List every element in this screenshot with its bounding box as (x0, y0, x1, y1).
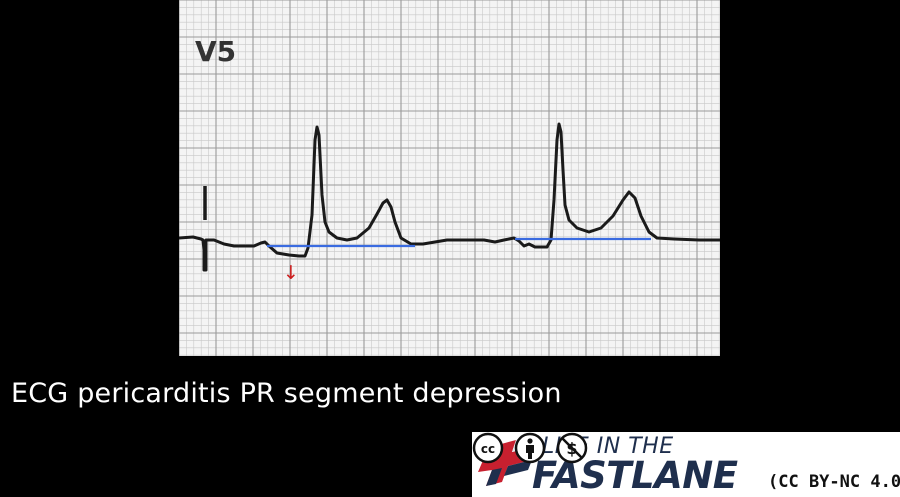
cc-icon: cc (472, 432, 504, 464)
ecg-paper: V5 ↓ (179, 0, 720, 356)
ecg-trace (179, 122, 720, 272)
ecg-strip: V5 ↓ (179, 0, 720, 356)
license-label: (CC BY-NC 4.0) (768, 472, 900, 492)
lifl-logo-banner: LIFE IN THE FASTLANE cc $ (CC BY-NC 4.0) (472, 432, 900, 497)
ecg-grid-minor (179, 0, 720, 356)
attribution-icon (514, 432, 546, 464)
lead-label: V5 (195, 35, 236, 68)
ecg-grid-major (179, 0, 720, 356)
svg-text:cc: cc (481, 442, 495, 456)
noncommercial-icon: $ (556, 432, 588, 464)
down-arrow-icon: ↓ (283, 262, 299, 284)
image-caption: ECG pericarditis PR segment depression (11, 378, 562, 409)
license-icons: cc $ (472, 432, 588, 464)
